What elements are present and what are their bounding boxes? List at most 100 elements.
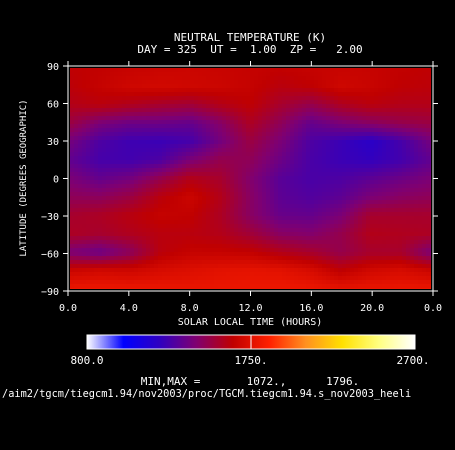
heatmap-cell bbox=[74, 148, 79, 153]
heatmap-cell bbox=[366, 196, 371, 201]
heatmap-cell bbox=[82, 88, 87, 93]
heatmap-cell bbox=[154, 260, 159, 265]
heatmap-cell bbox=[370, 96, 375, 101]
heatmap-cell bbox=[150, 196, 155, 201]
heatmap-cell bbox=[202, 204, 207, 209]
heatmap-cell bbox=[110, 216, 115, 221]
heatmap-cell bbox=[386, 232, 391, 237]
heatmap-cell bbox=[170, 180, 175, 185]
heatmap-cell bbox=[110, 204, 115, 209]
heatmap-cell bbox=[398, 108, 403, 113]
heatmap-cell bbox=[286, 156, 291, 161]
heatmap-cell bbox=[346, 88, 351, 93]
heatmap-cell bbox=[254, 204, 259, 209]
heatmap-cell bbox=[338, 112, 343, 117]
heatmap-cell bbox=[162, 192, 167, 197]
heatmap-cell bbox=[298, 96, 303, 101]
heatmap-cell bbox=[366, 156, 371, 161]
heatmap-cell bbox=[114, 168, 119, 173]
heatmap-cell bbox=[194, 80, 199, 85]
heatmap-cell bbox=[286, 112, 291, 117]
heatmap-cell bbox=[346, 268, 351, 273]
heatmap-cell bbox=[326, 68, 331, 73]
heatmap-cell bbox=[338, 280, 343, 285]
heatmap-cell bbox=[218, 172, 223, 177]
heatmap-cell bbox=[430, 136, 431, 141]
heatmap-cell bbox=[390, 196, 395, 201]
heatmap-cell bbox=[298, 200, 303, 205]
heatmap-cell bbox=[394, 80, 399, 85]
heatmap-cell bbox=[246, 164, 251, 169]
heatmap-cell bbox=[246, 184, 251, 189]
heatmap-cell bbox=[86, 136, 91, 141]
heatmap-cell bbox=[266, 164, 271, 169]
heatmap-cell bbox=[290, 276, 295, 281]
heatmap-cell bbox=[370, 160, 375, 165]
heatmap-cell bbox=[386, 180, 391, 185]
heatmap-cell bbox=[106, 72, 111, 77]
heatmap-cell bbox=[410, 228, 415, 233]
heatmap-cell bbox=[194, 108, 199, 113]
heatmap-cell bbox=[150, 96, 155, 101]
heatmap-cell bbox=[234, 184, 239, 189]
heatmap-cell bbox=[142, 188, 147, 193]
heatmap-cell bbox=[78, 148, 83, 153]
heatmap-cell bbox=[366, 160, 371, 165]
heatmap-cell bbox=[294, 112, 299, 117]
heatmap-cell bbox=[402, 88, 407, 93]
heatmap-cell bbox=[326, 88, 331, 93]
heatmap-cell bbox=[282, 164, 287, 169]
heatmap-cell bbox=[162, 100, 167, 105]
heatmap-cell bbox=[302, 192, 307, 197]
heatmap-cell bbox=[154, 164, 159, 169]
heatmap-cell bbox=[266, 176, 271, 181]
heatmap-cell bbox=[134, 168, 139, 173]
heatmap-cell bbox=[350, 212, 355, 217]
heatmap-cell bbox=[190, 216, 195, 221]
heatmap-cell bbox=[174, 136, 179, 141]
heatmap-cell bbox=[138, 124, 143, 129]
heatmap-cell bbox=[326, 120, 331, 125]
heatmap-cell bbox=[318, 92, 323, 97]
heatmap-cell bbox=[70, 200, 75, 205]
heatmap-cell bbox=[382, 124, 387, 129]
heatmap-cell bbox=[350, 116, 355, 121]
heatmap-cell bbox=[274, 248, 279, 253]
heatmap-cell bbox=[190, 200, 195, 205]
heatmap-cell bbox=[238, 120, 243, 125]
heatmap-cell bbox=[342, 144, 347, 149]
heatmap-cell bbox=[282, 272, 287, 277]
heatmap-cell bbox=[346, 84, 351, 89]
heatmap-cell bbox=[326, 200, 331, 205]
heatmap-cell bbox=[358, 276, 363, 281]
heatmap-cell bbox=[258, 156, 263, 161]
heatmap-cell bbox=[82, 72, 87, 77]
heatmap-cell bbox=[422, 148, 427, 153]
heatmap-cell bbox=[390, 96, 395, 101]
heatmap-cell bbox=[254, 80, 259, 85]
heatmap-cell bbox=[130, 120, 135, 125]
heatmap-cell bbox=[410, 68, 415, 73]
heatmap-cell bbox=[310, 116, 315, 121]
heatmap-cell bbox=[222, 276, 227, 281]
heatmap-cell bbox=[210, 164, 215, 169]
heatmap-cell bbox=[282, 104, 287, 109]
heatmap-cell bbox=[90, 104, 95, 109]
heatmap-cell bbox=[190, 164, 195, 169]
heatmap-cell bbox=[114, 104, 119, 109]
heatmap-cell bbox=[106, 92, 111, 97]
heatmap-cell bbox=[122, 180, 127, 185]
heatmap-cell bbox=[102, 236, 107, 241]
heatmap-cell bbox=[110, 196, 115, 201]
heatmap-cell bbox=[354, 84, 359, 89]
heatmap-cell bbox=[70, 216, 75, 221]
heatmap-cell bbox=[422, 136, 427, 141]
heatmap-cell bbox=[110, 124, 115, 129]
heatmap-cell bbox=[234, 108, 239, 113]
heatmap-cell bbox=[174, 176, 179, 181]
heatmap-cell bbox=[82, 76, 87, 81]
heatmap-cell bbox=[250, 220, 255, 225]
heatmap-cell bbox=[254, 256, 259, 261]
heatmap-cell bbox=[374, 208, 379, 213]
heatmap-cell bbox=[338, 160, 343, 165]
